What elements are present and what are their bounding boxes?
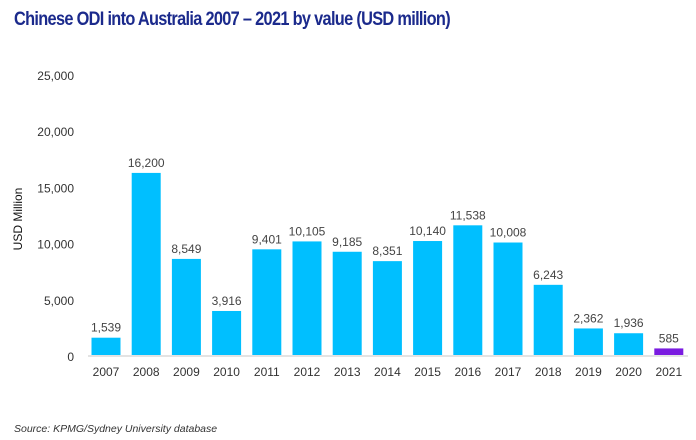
bar-2009 xyxy=(171,258,201,355)
bar-2010 xyxy=(212,310,242,355)
bar-2016 xyxy=(453,225,483,355)
data-label-2013: 9,185 xyxy=(332,235,362,249)
x-tick-label: 2008 xyxy=(133,365,160,379)
x-tick-label: 2018 xyxy=(535,365,562,379)
data-label-2010: 3,916 xyxy=(212,294,242,308)
x-tick-label: 2009 xyxy=(173,365,200,379)
data-label-2011: 9,401 xyxy=(252,232,282,246)
data-label-2017: 10,008 xyxy=(490,226,527,240)
bar-2017 xyxy=(493,242,523,355)
chart-title: Chinese ODI into Australia 2007 – 2021 b… xyxy=(14,9,451,30)
x-tick-label: 2011 xyxy=(254,365,280,379)
y-tick-label: 0 xyxy=(67,350,74,364)
data-label-2020: 1,936 xyxy=(614,316,644,330)
bar-2018 xyxy=(533,284,563,355)
data-label-2012: 10,105 xyxy=(289,224,326,238)
x-tick-label: 2012 xyxy=(294,365,321,379)
data-label-2008: 16,200 xyxy=(128,156,165,170)
x-tick-label: 2021 xyxy=(655,365,682,379)
data-label-2018: 6,243 xyxy=(533,268,563,282)
data-label-2007: 1,539 xyxy=(91,321,121,335)
y-tick-label: 25,000 xyxy=(37,69,74,83)
bar-2012 xyxy=(292,241,322,355)
x-tick-label: 2007 xyxy=(93,365,120,379)
y-tick-label: 5,000 xyxy=(44,294,74,308)
x-tick-label: 2014 xyxy=(374,365,401,379)
data-label-2009: 8,549 xyxy=(171,242,201,256)
bar-2015 xyxy=(413,241,443,355)
data-label-2016: 11,538 xyxy=(450,208,486,222)
y-tick-label: 15,000 xyxy=(37,181,74,195)
bar-2007 xyxy=(91,337,121,355)
x-tick-label: 2010 xyxy=(213,365,240,379)
x-tick-label: 2016 xyxy=(454,365,481,379)
y-tick-label: 20,000 xyxy=(37,125,74,139)
x-tick-label: 2013 xyxy=(334,365,361,379)
data-label-2019: 2,362 xyxy=(573,311,603,325)
data-label-2014: 8,351 xyxy=(372,244,402,258)
x-tick-label: 2015 xyxy=(414,365,441,379)
bar-2013 xyxy=(332,251,362,355)
bar-2011 xyxy=(252,249,282,355)
data-label-2015: 10,140 xyxy=(409,224,446,238)
bar-2021 xyxy=(654,348,684,355)
bar-2019 xyxy=(573,328,603,355)
y-axis-label: USD Million xyxy=(11,188,25,251)
bar-2008 xyxy=(131,172,161,355)
x-tick-label: 2020 xyxy=(615,365,642,379)
source-note: Source: KPMG/Sydney University database xyxy=(14,423,218,435)
data-label-2021: 585 xyxy=(659,331,679,345)
x-tick-label: 2019 xyxy=(575,365,602,379)
x-tick-label: 2017 xyxy=(495,365,522,379)
bar-2014 xyxy=(372,261,402,355)
y-tick-label: 10,000 xyxy=(37,238,74,252)
bar-2020 xyxy=(614,333,644,355)
